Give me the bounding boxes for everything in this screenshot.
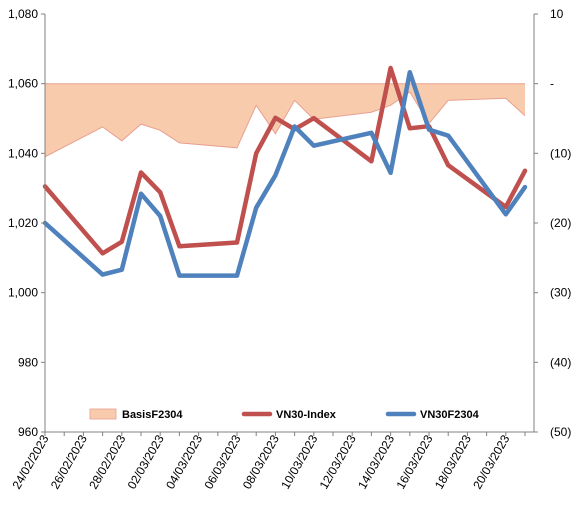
x-tick-label: 26/02/2023 [48,432,90,491]
x-tick-label: 20/03/2023 [470,432,512,491]
axes-layer [44,14,535,433]
right-y-tick-label: - [550,77,554,91]
legend-label: VN30-Index [276,409,337,421]
legend: BasisF2304 VN30-Index VN30F2304 [89,408,480,421]
left-y-tick-label: 1,080 [8,7,38,21]
right-y-tick-label: (40) [550,355,571,369]
right-y-tick-label: (50) [550,425,571,439]
x-tick-label: 28/02/2023 [86,432,128,491]
vn30f2304-line [42,69,528,278]
x-tick-label: 02/03/2023 [125,432,167,491]
right-y-tick-label: (20) [550,216,571,230]
right-y-tick-label: (10) [550,146,571,160]
basis-area-layer [44,83,526,158]
left-y-tick-label: 1,000 [8,286,38,300]
series-lines-layer [42,65,528,278]
right-y-tick-label: 10 [550,7,564,21]
basis-area-edge [44,91,526,158]
x-tick-label: 18/03/2023 [432,432,474,491]
x-tick-label: 24/02/2023 [9,432,51,491]
left-y-tick-label: 960 [18,425,38,439]
x-tick-label: 06/03/2023 [201,432,243,491]
legend-swatch-basis [89,408,117,420]
x-tick-label: 14/03/2023 [355,432,397,491]
left-y-tick-label: 1,060 [8,77,38,91]
left-y-tick-label: 980 [18,355,38,369]
x-tick-label: 04/03/2023 [163,432,205,491]
x-tick-label: 16/03/2023 [393,432,435,491]
x-tick-label: 12/03/2023 [317,432,359,491]
basis-area [45,83,525,157]
x-tick-label: 08/03/2023 [240,432,282,491]
right-y-tick-label: (30) [550,286,571,300]
x-tick-label: 10/03/2023 [278,432,320,491]
legend-label: VN30F2304 [420,409,480,421]
legend-label: BasisF2304 [122,409,183,421]
left-y-tick-label: 1,020 [8,216,38,230]
left-y-tick-label: 1,040 [8,146,38,160]
